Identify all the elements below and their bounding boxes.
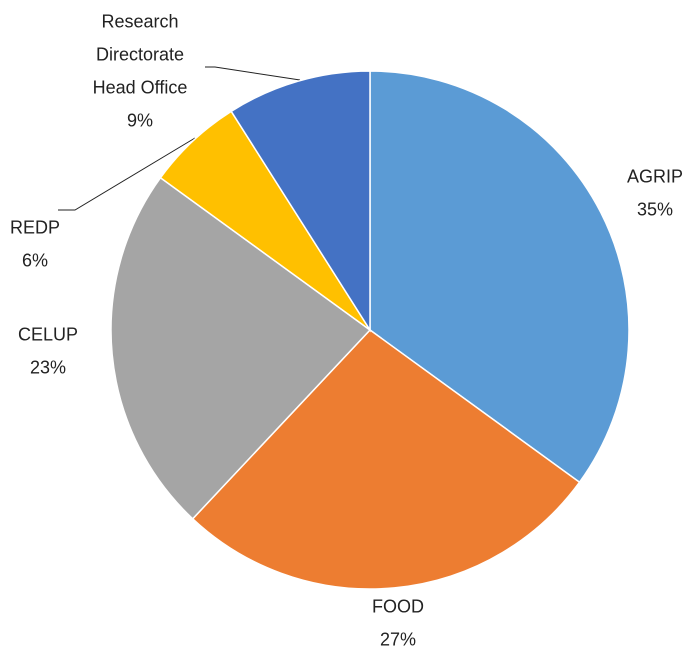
slice-label: REDP (10, 217, 60, 237)
slice-value-label: 23% (30, 357, 66, 377)
slice-label: FOOD (372, 596, 424, 616)
slice-label: Research Directorate Head Office (93, 11, 188, 97)
pie-slice (191, 329, 581, 590)
slice-value-label: 27% (380, 629, 416, 649)
slice-value-label: 6% (22, 250, 48, 270)
slice-label: CELUP (18, 324, 78, 344)
pie-slice (110, 176, 372, 520)
pie-slice (230, 70, 371, 333)
pie-slice (369, 70, 630, 484)
slice-label: AGRIP (627, 166, 683, 186)
slice-value-label: 9% (127, 110, 153, 130)
leader-line (58, 137, 196, 211)
leader-line (205, 66, 301, 81)
slice-value-label: 35% (637, 199, 673, 219)
